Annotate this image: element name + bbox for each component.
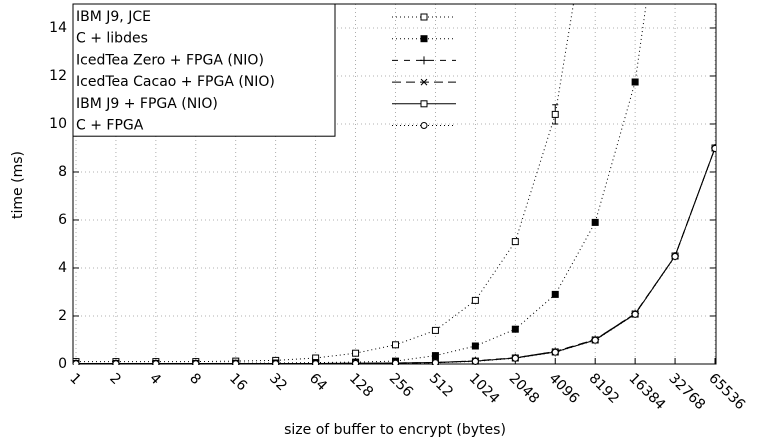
y-tick-label: 6 bbox=[58, 212, 67, 228]
plot-area bbox=[73, 4, 716, 365]
point bbox=[392, 359, 399, 365]
point bbox=[471, 357, 479, 365]
x-tick-label: 1024 bbox=[466, 370, 503, 407]
y-tick-label: 0 bbox=[58, 356, 67, 372]
point bbox=[631, 310, 639, 318]
y-tick-label: 4 bbox=[58, 260, 67, 276]
x-axis-label: size of buffer to encrypt (bytes) bbox=[284, 422, 506, 438]
point bbox=[420, 13, 428, 21]
point bbox=[711, 144, 716, 152]
point bbox=[431, 326, 439, 334]
y-tick-label: 8 bbox=[58, 164, 67, 180]
point bbox=[431, 359, 439, 365]
x-tick-label: 4 bbox=[146, 370, 164, 388]
point bbox=[352, 349, 360, 357]
x-tick-label: 16384 bbox=[625, 370, 668, 413]
point bbox=[471, 296, 479, 304]
point bbox=[392, 341, 399, 349]
point bbox=[192, 360, 200, 365]
point bbox=[511, 325, 519, 333]
point bbox=[420, 35, 428, 43]
point bbox=[420, 100, 428, 108]
point bbox=[511, 238, 519, 246]
x-tick-label: 4096 bbox=[546, 370, 583, 407]
point bbox=[591, 336, 599, 344]
point bbox=[420, 78, 428, 86]
y-tick-label: 2 bbox=[58, 308, 67, 324]
y-axis-label: time (ms) bbox=[10, 151, 26, 219]
x-tick-label: 8192 bbox=[586, 370, 623, 407]
point bbox=[232, 360, 240, 365]
point bbox=[591, 218, 599, 226]
series-line bbox=[76, 4, 574, 363]
x-tick-label: 2 bbox=[106, 370, 124, 388]
legend-label: IcedTea Zero + FPGA (NIO) bbox=[76, 52, 264, 68]
point bbox=[420, 56, 428, 65]
x-tick-label: 1 bbox=[66, 370, 84, 388]
point bbox=[152, 360, 160, 365]
x-tick-label: 65536 bbox=[705, 370, 748, 413]
point bbox=[631, 78, 639, 86]
legend-label: C + libdes bbox=[76, 31, 148, 47]
point bbox=[551, 348, 559, 356]
point bbox=[112, 360, 120, 365]
y-tick-label: 10 bbox=[49, 116, 67, 132]
x-tick-label: 8 bbox=[186, 370, 204, 388]
x-tick-label: 128 bbox=[346, 370, 376, 400]
legend-label: IcedTea Cacao + FPGA (NIO) bbox=[76, 74, 275, 90]
x-tick-label: 32 bbox=[266, 370, 290, 394]
point bbox=[312, 360, 320, 365]
point bbox=[352, 360, 360, 365]
legend-label: IBM J9 + FPGA (NIO) bbox=[76, 96, 218, 112]
y-tick-label: 14 bbox=[49, 20, 67, 36]
point bbox=[431, 352, 439, 360]
legend-box bbox=[72, 3, 336, 137]
x-tick-label: 16 bbox=[226, 370, 250, 394]
point bbox=[671, 252, 679, 260]
x-tick-label: 2048 bbox=[506, 370, 543, 407]
point bbox=[511, 354, 519, 362]
legend-label: IBM J9, JCE bbox=[76, 9, 151, 25]
point bbox=[272, 360, 280, 365]
x-tick-label: 512 bbox=[426, 370, 456, 400]
point bbox=[551, 110, 559, 118]
x-tick-label: 256 bbox=[386, 370, 416, 400]
point bbox=[471, 342, 479, 350]
point bbox=[551, 290, 559, 298]
point bbox=[420, 122, 428, 129]
y-tick-label: 12 bbox=[49, 68, 67, 84]
x-tick-label: 32768 bbox=[665, 370, 708, 413]
legend-label: C + FPGA bbox=[76, 118, 144, 134]
point bbox=[73, 360, 80, 365]
x-tick-label: 64 bbox=[306, 370, 330, 394]
